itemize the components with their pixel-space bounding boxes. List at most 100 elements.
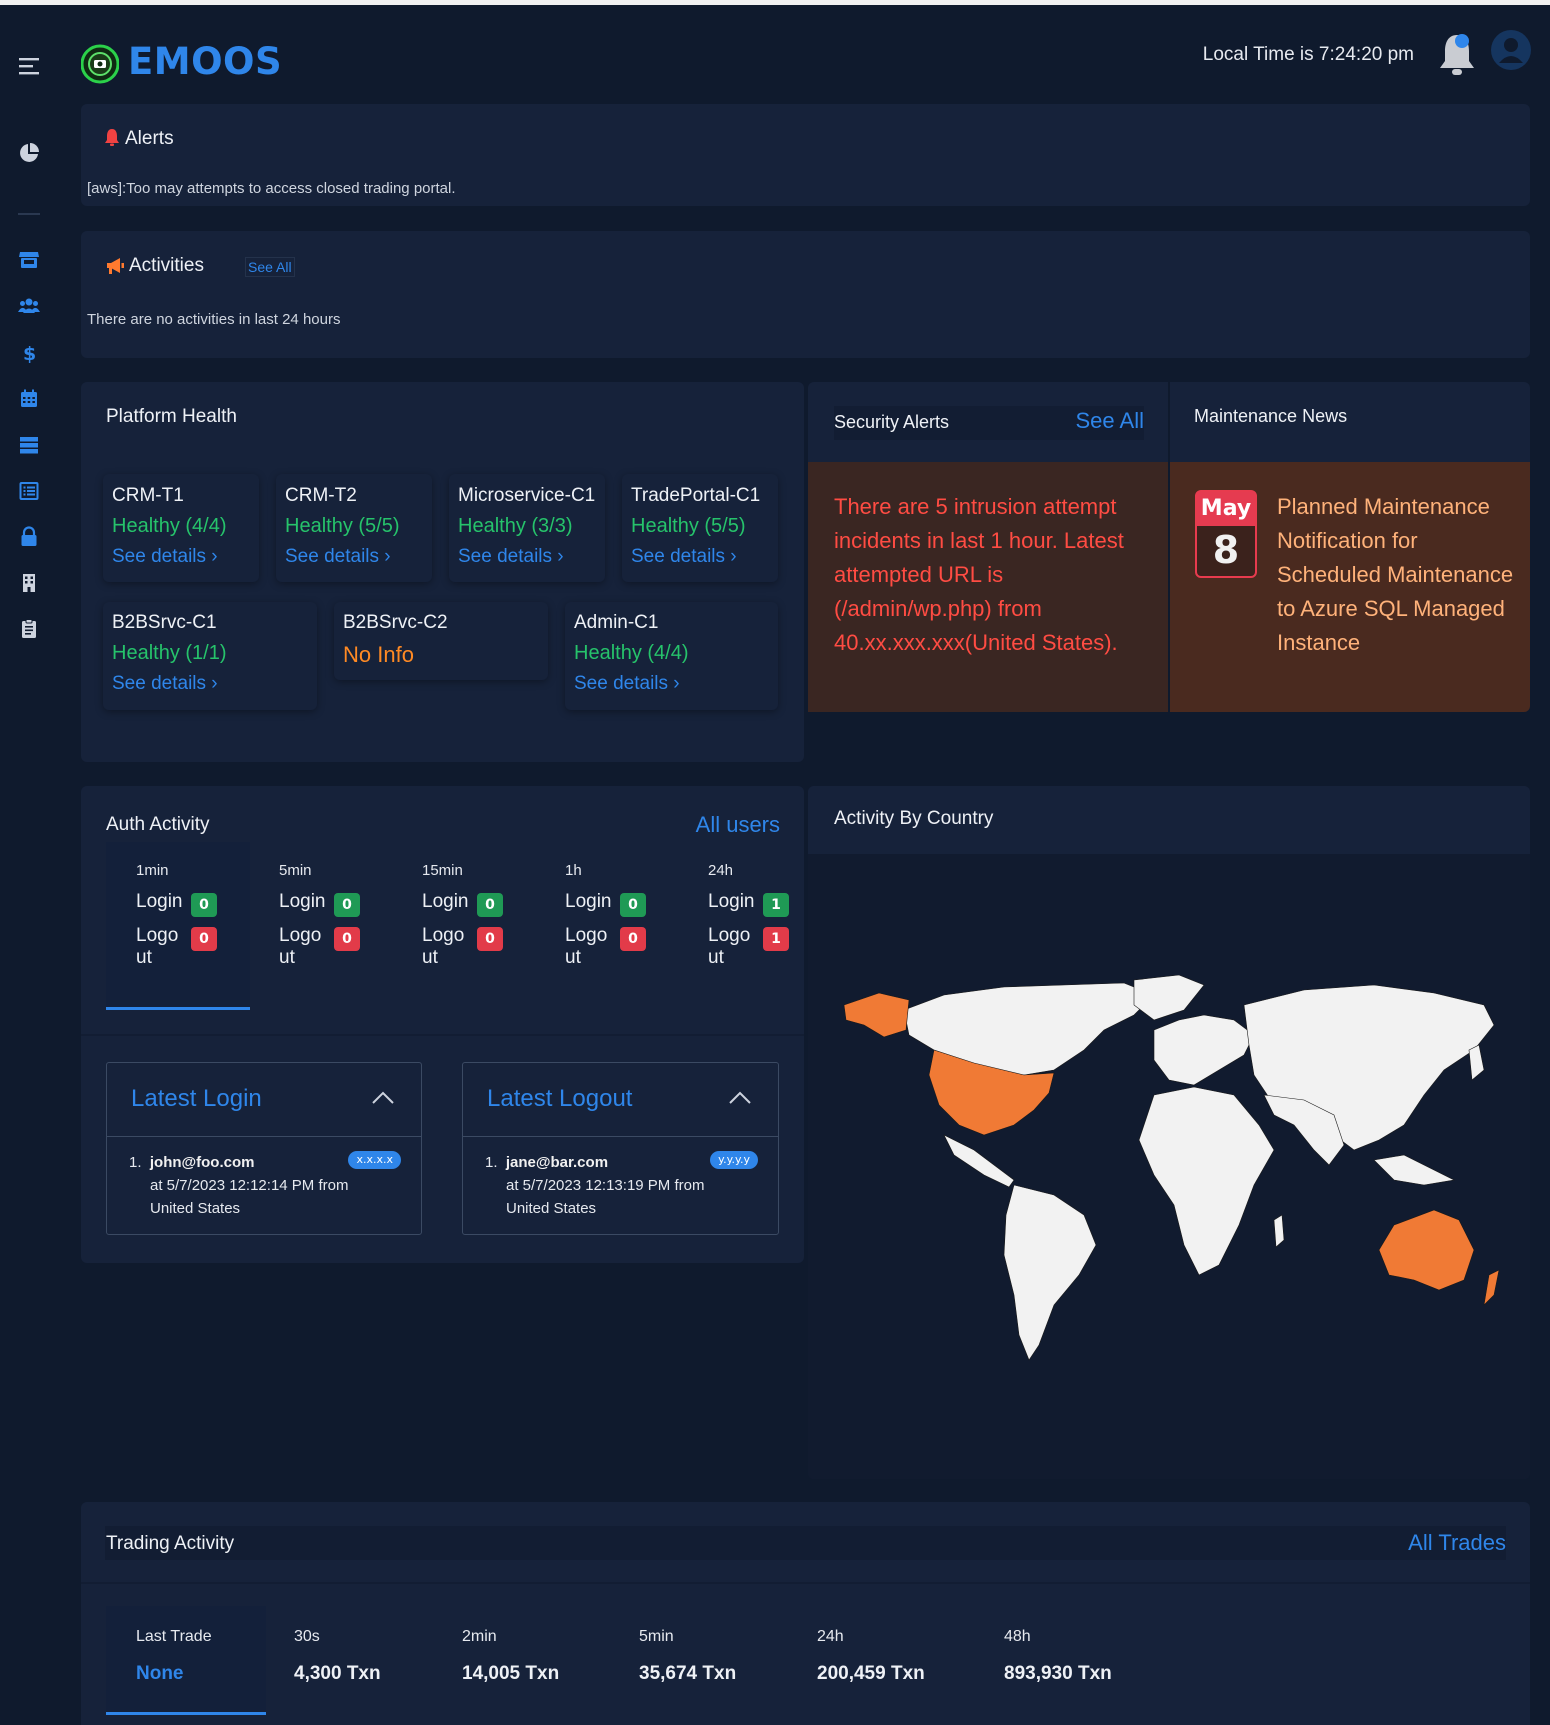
list-item: 1. john@foo.com at 5/7/2023 12:12:14 PM … (129, 1154, 349, 1217)
trade-col-5min: 5min 35,674 Txn (639, 1628, 737, 1684)
see-details-link[interactable]: See details › (574, 673, 680, 694)
trade-value: 4,300 Txn (294, 1663, 381, 1684)
trade-col-2min: 2min 14,005 Txn (462, 1628, 560, 1684)
dollar-icon[interactable]: $ (16, 340, 42, 366)
health-status: Healthy (5/5) (285, 515, 400, 537)
trade-col-24h: 24h 200,459 Txn (817, 1628, 925, 1684)
calendar-icon[interactable] (16, 386, 42, 412)
map-region-south-america (1003, 1184, 1097, 1361)
trade-value: 200,459 Txn (817, 1663, 925, 1684)
trade-col-48h: 48h 893,930 Txn (1004, 1628, 1112, 1684)
health-item-crm-t1: CRM-T1 Healthy (4/4) See details › (112, 485, 227, 567)
building-icon[interactable] (16, 570, 42, 596)
chevron-up-icon[interactable] (728, 1089, 752, 1105)
logout-count-badge: 0 (477, 927, 503, 951)
auth-period-1min[interactable]: 1min Login 0 Logo ut 0 (136, 862, 276, 971)
map-region-southeast-asia (1373, 1154, 1455, 1186)
trade-value: 893,930 Txn (1004, 1663, 1112, 1684)
trade-value: None (136, 1663, 184, 1684)
health-item-tradeportal-c1: TradePortal-C1 Healthy (5/5) See details… (631, 485, 761, 567)
activities-see-all-link[interactable]: See All (245, 257, 295, 277)
chevron-up-icon[interactable] (371, 1089, 395, 1105)
see-details-link[interactable]: See details › (631, 546, 737, 567)
active-tab-underline (106, 1007, 250, 1010)
active-tab-underline (106, 1712, 266, 1715)
trade-col-last-trade: Last Trade None (136, 1628, 212, 1684)
last-trade-tab[interactable] (106, 1606, 266, 1714)
world-map[interactable] (834, 975, 1509, 1375)
megaphone-icon (107, 258, 124, 274)
logout-count-badge: 0 (191, 927, 217, 951)
activities-card: Activities See All There are no activiti… (81, 231, 1530, 358)
latest-logout-header[interactable]: Latest Logout (463, 1063, 778, 1137)
notification-bell-icon[interactable] (1436, 29, 1478, 79)
see-details-link[interactable]: See details › (458, 546, 564, 567)
security-alert-body (808, 462, 1168, 712)
store-icon[interactable] (16, 247, 42, 273)
users-icon[interactable] (16, 293, 42, 319)
auth-period-1h[interactable]: 1h Login 0 Logo ut 0 (565, 862, 705, 971)
see-details-link[interactable]: See details › (112, 673, 218, 694)
see-details-link[interactable]: See details › (285, 546, 391, 567)
health-status: Healthy (5/5) (631, 515, 746, 537)
security-alerts-title: Security Alerts (834, 412, 950, 432)
map-region-new-zealand (1483, 1269, 1500, 1306)
server-icon[interactable] (16, 432, 42, 458)
activities-message: There are no activities in last 24 hours (87, 311, 341, 328)
maintenance-message: Planned Maintenance Notification for Sch… (1277, 494, 1514, 655)
platform-health-title: Platform Health (106, 406, 237, 427)
health-item-b2bsrvc-c1: B2BSrvc-C1 Healthy (1/1) See details › (112, 612, 227, 694)
brand-logo[interactable] (80, 43, 120, 85)
map-region-europe (1153, 1014, 1255, 1086)
health-status: Healthy (4/4) (574, 642, 689, 664)
logout-count-badge: 1 (763, 927, 789, 951)
map-region-asia (1243, 984, 1495, 1151)
sidebar: $ (0, 5, 60, 1725)
see-details-link[interactable]: See details › (112, 546, 218, 567)
latest-login-header[interactable]: Latest Login (107, 1063, 421, 1137)
list-item: 1. jane@bar.com at 5/7/2023 12:13:19 PM … (485, 1154, 705, 1217)
map-region-africa (1138, 1086, 1275, 1276)
clipboard-icon[interactable] (16, 616, 42, 642)
map-region-madagascar (1273, 1214, 1285, 1248)
ip-badge: x.x.x.x (348, 1151, 401, 1169)
activities-title: Activities (129, 255, 204, 276)
brand-name[interactable]: EMOOS (128, 40, 283, 83)
map-region-japan (1468, 1044, 1485, 1081)
security-see-all-link[interactable]: See All (1075, 408, 1145, 433)
health-status: Healthy (3/3) (458, 515, 573, 537)
local-time: Local Time is 7:24:20 pm (1202, 44, 1414, 65)
trading-activity-card: Trading Activity All Trades (81, 1502, 1530, 1725)
top-border (0, 0, 1550, 5)
list-icon[interactable] (16, 478, 42, 504)
all-trades-link[interactable]: All Trades (1408, 1530, 1506, 1555)
auth-activity-title: Auth Activity (106, 814, 210, 835)
login-count-badge: 0 (620, 893, 646, 917)
lock-icon[interactable] (16, 524, 42, 550)
trade-col-30s: 30s 4,300 Txn (294, 1628, 381, 1684)
map-region-australia (1378, 1209, 1475, 1291)
maintenance-title: Maintenance News (1194, 406, 1348, 426)
login-count-badge: 0 (334, 893, 360, 917)
map-region-central-america (943, 1134, 1015, 1188)
user-avatar-icon[interactable] (1490, 27, 1532, 73)
pie-chart-icon[interactable] (16, 140, 42, 166)
sidebar-divider (18, 213, 40, 215)
ip-badge: y.y.y.y (710, 1151, 758, 1169)
svg-text:$: $ (23, 343, 36, 364)
auth-period-15min[interactable]: 15min Login 0 Logo ut 0 (422, 862, 562, 971)
login-count-badge: 0 (477, 893, 503, 917)
maintenance-news-card: Maintenance News (1170, 382, 1530, 462)
auth-period-24h[interactable]: 24h Login 1 Logo ut 1 (708, 862, 848, 971)
health-tile (103, 474, 259, 582)
calendar-day: 8 (1212, 528, 1240, 572)
logout-count-badge: 0 (620, 927, 646, 951)
health-item-admin-c1: Admin-C1 Healthy (4/4) See details › (574, 612, 689, 694)
latest-login-panel: Latest Login 1. john@foo.com at 5/7/2023… (106, 1062, 422, 1235)
map-region-united-states (928, 1049, 1055, 1136)
security-alerts-card: Security Alerts See All (808, 382, 1168, 462)
all-users-link[interactable]: All users (695, 812, 780, 837)
menu-icon[interactable] (16, 53, 42, 79)
auth-period-5min[interactable]: 5min Login 0 Logo ut 0 (279, 862, 419, 971)
health-status: No Info (343, 642, 414, 667)
